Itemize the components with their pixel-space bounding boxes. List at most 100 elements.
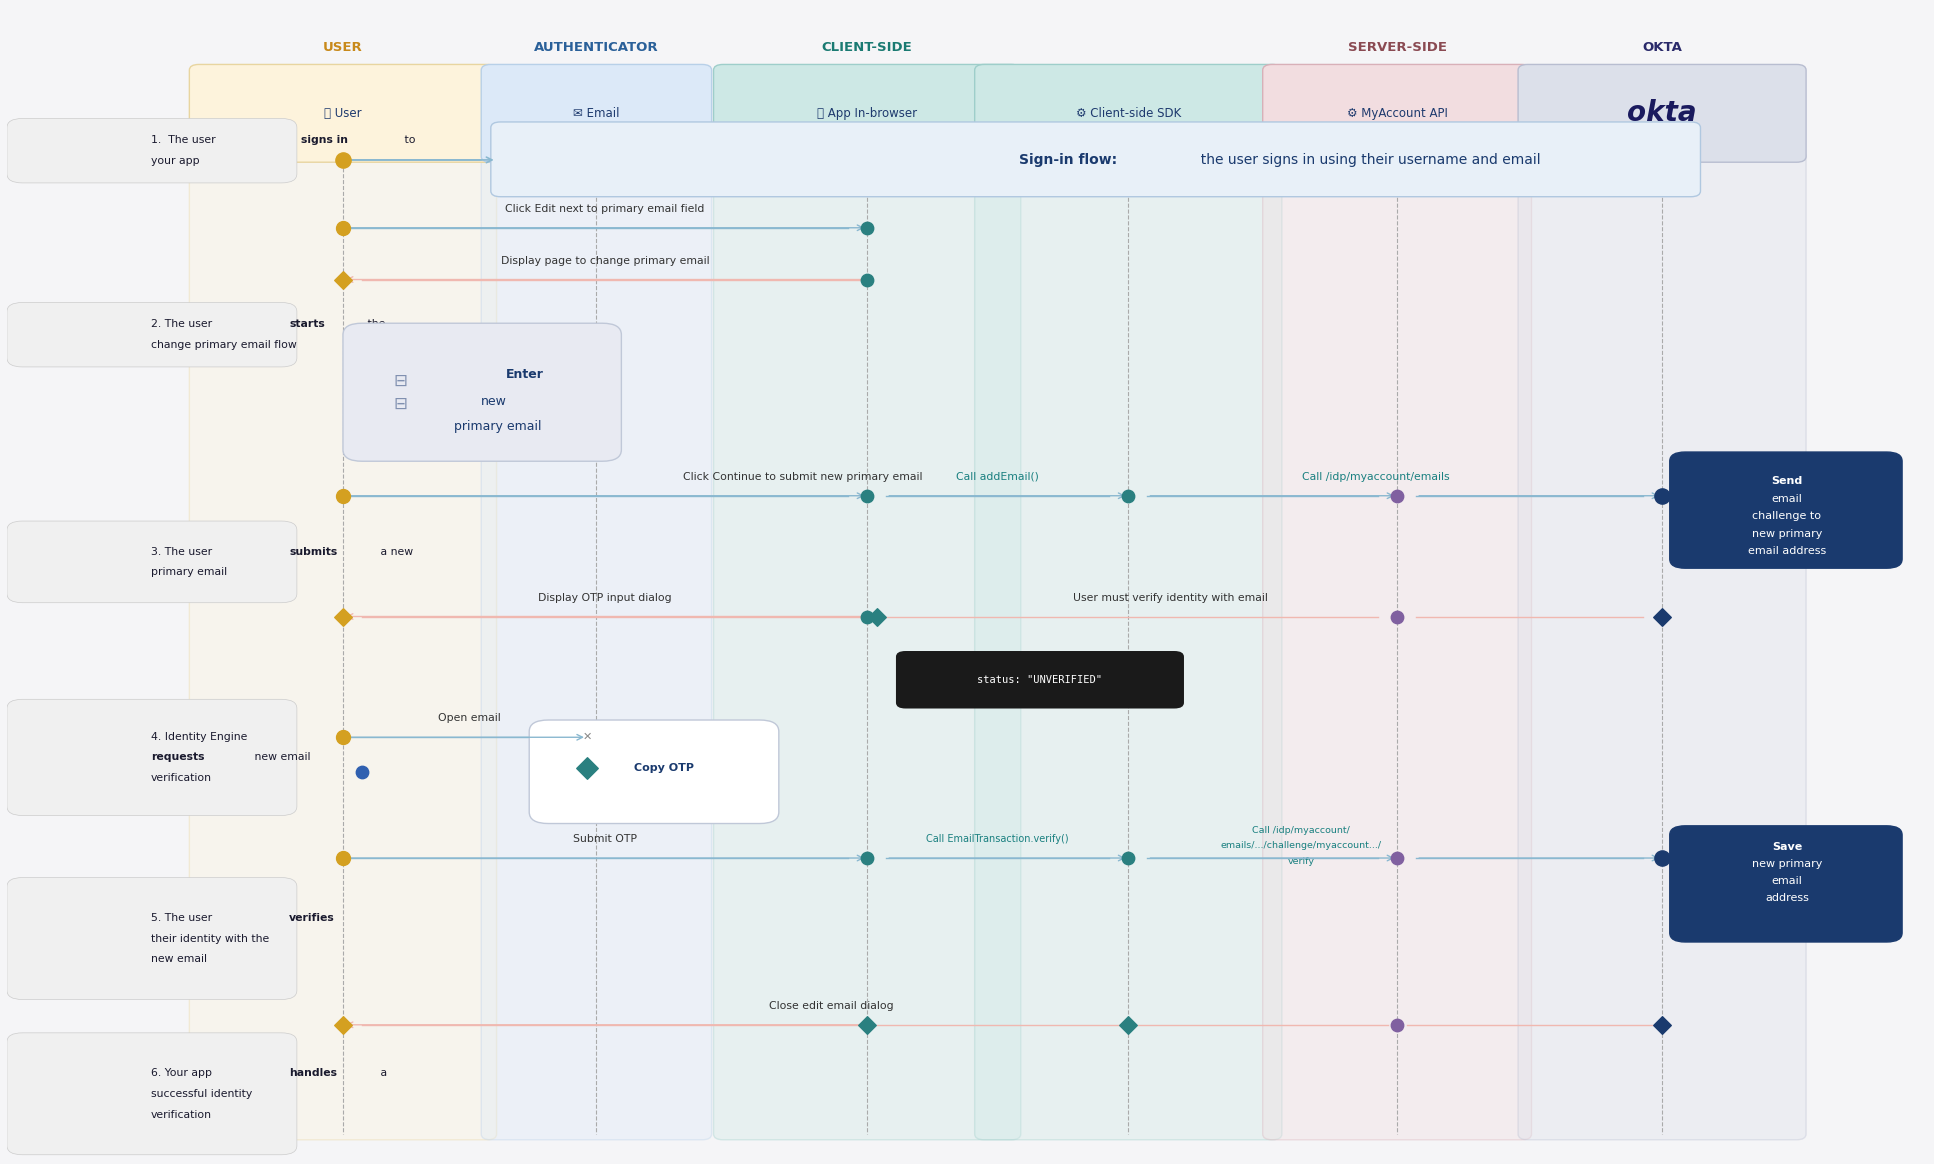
Text: 4. Identity Engine: 4. Identity Engine [151,732,248,741]
Text: primary email: primary email [151,567,226,577]
Text: 2. The user: 2. The user [151,319,215,329]
Text: okta: okta [1626,99,1696,127]
FancyBboxPatch shape [1518,150,1806,1140]
FancyBboxPatch shape [1263,64,1532,162]
Text: Call /idp/myaccount/emails: Call /idp/myaccount/emails [1302,471,1450,482]
Text: SERVER-SIDE: SERVER-SIDE [1348,41,1447,54]
FancyBboxPatch shape [8,303,298,367]
Point [1381,608,1412,626]
Text: 6. Your app: 6. Your app [151,1069,215,1078]
Text: Display OTP input dialog: Display OTP input dialog [538,592,671,603]
Text: Click Continue to submit new primary email: Click Continue to submit new primary ema… [683,471,923,482]
Point [851,487,882,505]
Point [327,1015,358,1034]
Text: Sign-in flow:: Sign-in flow: [1019,152,1118,166]
Text: verification: verification [151,1109,213,1120]
Point [1112,487,1143,505]
Point [851,219,882,237]
Text: a new: a new [377,547,412,556]
Point [851,270,882,289]
Text: Submit OTP: Submit OTP [572,835,636,844]
Point [1646,487,1677,505]
Text: successful identity: successful identity [151,1088,251,1099]
Text: new primary: new primary [1752,859,1822,868]
Text: the: the [364,319,385,329]
Text: Enter: Enter [507,369,543,382]
FancyBboxPatch shape [482,150,712,1140]
Point [327,270,358,289]
Text: ⚙ Client-side SDK: ⚙ Client-side SDK [1075,107,1182,120]
FancyBboxPatch shape [1669,452,1903,568]
FancyBboxPatch shape [190,150,497,1140]
Text: USER: USER [323,41,364,54]
Text: handles: handles [290,1069,337,1078]
Text: challenge to: challenge to [1752,511,1822,521]
FancyBboxPatch shape [975,64,1282,162]
Text: ⊟: ⊟ [395,371,408,390]
Text: Copy OTP: Copy OTP [634,764,694,773]
Text: Display page to change primary email: Display page to change primary email [501,256,710,265]
Text: Save: Save [1772,842,1802,852]
Text: the user signs in using their username and email: the user signs in using their username a… [1191,152,1539,166]
FancyBboxPatch shape [1518,64,1806,162]
FancyBboxPatch shape [1263,150,1532,1140]
Text: ✉ Email: ✉ Email [572,107,619,120]
FancyBboxPatch shape [530,721,779,823]
FancyBboxPatch shape [8,1032,298,1155]
FancyBboxPatch shape [714,150,1021,1140]
Point [346,762,377,781]
Text: verifies: verifies [290,913,335,923]
Text: their identity with the: their identity with the [151,934,269,944]
Text: Call /idp/myaccount/: Call /idp/myaccount/ [1251,826,1350,835]
Text: Click Edit next to primary email field: Click Edit next to primary email field [505,204,704,214]
Point [327,608,358,626]
Point [861,608,892,626]
Point [851,608,882,626]
Text: to: to [400,135,416,146]
Text: Call EmailTransaction.verify(): Call EmailTransaction.verify() [926,835,1070,844]
FancyBboxPatch shape [8,700,298,816]
Point [327,849,358,867]
Text: status: "UNVERIFIED": status: "UNVERIFIED" [977,675,1102,684]
Text: Close edit email dialog: Close edit email dialog [770,1001,894,1012]
Point [1646,849,1677,867]
Text: Send: Send [1772,476,1802,485]
Point [327,150,358,169]
Text: ⚙ MyAccount API: ⚙ MyAccount API [1346,107,1447,120]
Text: email: email [1772,876,1802,886]
Point [1112,849,1143,867]
Text: email: email [1772,495,1802,504]
Text: change primary email flow: change primary email flow [151,340,296,350]
Text: Call addEmail(): Call addEmail() [955,471,1039,482]
Text: your app: your app [151,156,199,166]
Text: requests: requests [151,752,205,762]
Point [1381,487,1412,505]
Text: 5. The user: 5. The user [151,913,215,923]
Text: CLIENT-SIDE: CLIENT-SIDE [822,41,913,54]
FancyBboxPatch shape [895,651,1184,709]
FancyBboxPatch shape [8,878,298,1000]
Text: ⊟: ⊟ [395,395,408,413]
Text: ✕: ✕ [582,732,592,743]
Text: OKTA: OKTA [1642,41,1683,54]
Text: User must verify identity with email: User must verify identity with email [1073,592,1269,603]
Text: 3. The user: 3. The user [151,547,215,556]
Text: new primary: new primary [1752,528,1822,539]
Point [851,849,882,867]
Text: verification: verification [151,773,213,783]
FancyBboxPatch shape [342,324,621,461]
Text: new email: new email [151,954,207,964]
Text: Open email: Open email [439,714,501,724]
Text: email address: email address [1748,546,1826,556]
Point [851,1015,882,1034]
Point [1381,849,1412,867]
FancyBboxPatch shape [482,64,712,162]
Point [1646,1015,1677,1034]
FancyBboxPatch shape [975,150,1282,1140]
Text: AUTHENTICATOR: AUTHENTICATOR [534,41,659,54]
Text: new email: new email [251,752,309,762]
FancyBboxPatch shape [1669,825,1903,942]
Point [327,728,358,746]
Point [1112,1015,1143,1034]
Text: starts: starts [290,319,325,329]
